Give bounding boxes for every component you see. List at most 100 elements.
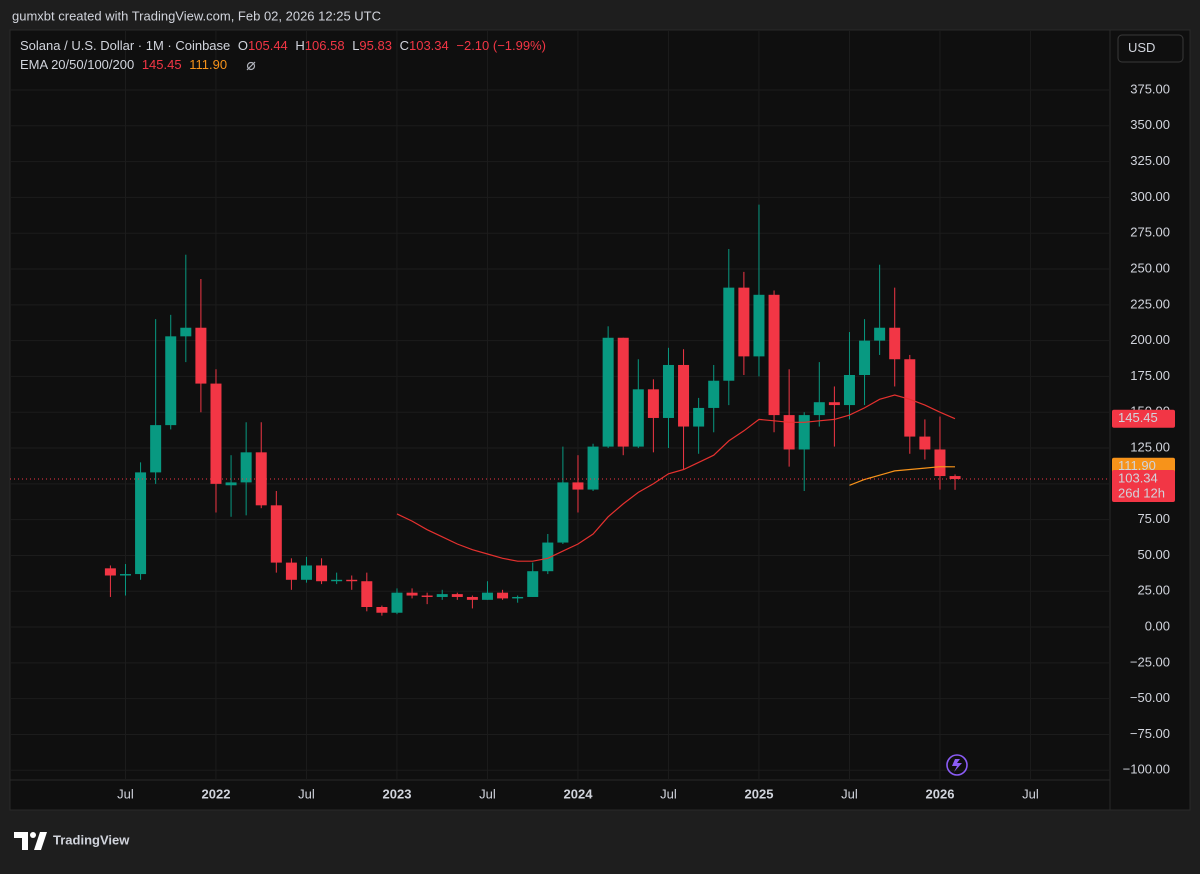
candle-body: [165, 336, 177, 426]
x-tick-label: 2025: [745, 786, 774, 801]
y-tick-label: −25.00: [1130, 654, 1170, 669]
candle-body: [240, 452, 252, 483]
ohlc-value: 105.44: [248, 38, 288, 53]
y-tick-label: 75.00: [1137, 511, 1170, 526]
candle-body: [828, 402, 840, 406]
x-tick-label: 2023: [383, 786, 412, 801]
candle-body: [527, 571, 539, 597]
icon-slash[interactable]: [246, 61, 256, 71]
candle-body: [255, 452, 267, 506]
change: −2.10 (−1.99%): [456, 38, 546, 53]
candle-body: [119, 574, 131, 576]
plot: 375.00 350.00 325.00 300.00 275.00 250.00 225.…: [10, 30, 1170, 801]
candle-body: [376, 607, 388, 613]
candle-body: [225, 482, 237, 486]
candle-body: [270, 505, 282, 563]
logo-mark: [14, 832, 28, 850]
currency-button[interactable]: [1117, 34, 1184, 63]
x-tick-label: Jul: [298, 786, 315, 801]
logo-dot: [30, 832, 36, 838]
visibility-icon[interactable]: [246, 61, 256, 71]
candle-body: [813, 402, 825, 416]
y-tick-label: −100.00: [1123, 762, 1170, 777]
candle-body: [904, 359, 916, 437]
candle-body: [300, 565, 312, 580]
y-tick-label: 125.00: [1130, 439, 1170, 454]
candle-body: [934, 449, 946, 477]
ema-line: [849, 466, 956, 486]
candle-body: [919, 436, 931, 450]
x-tick-label: Jul: [660, 786, 677, 801]
y-tick-label: −50.00: [1130, 690, 1170, 705]
candle-body: [451, 594, 463, 597]
y-tick-label: 0.00: [1145, 618, 1170, 633]
y-tick-label: 250.00: [1130, 260, 1170, 275]
y-tick-label: 325.00: [1130, 153, 1170, 168]
indicator-label: EMA 20/50/100/200: [20, 57, 134, 72]
x-tick-label: Jul: [1022, 786, 1039, 801]
x-tick-label: 2022: [202, 786, 231, 801]
candle-body: [768, 294, 780, 416]
candle-body: [572, 482, 584, 490]
candle-body: [798, 415, 810, 450]
price-label-box: [1112, 470, 1175, 503]
candle-body: [859, 340, 871, 375]
candle-body: [557, 482, 569, 543]
candle-body: [617, 337, 629, 447]
candle-body: [587, 446, 599, 490]
candle-body: [361, 581, 373, 608]
y-tick-label: −75.00: [1130, 726, 1170, 741]
candle-body: [662, 364, 674, 418]
icon-bolt[interactable]: [952, 759, 962, 772]
candle-body: [693, 407, 705, 427]
price-label: 103.34: [1118, 470, 1158, 485]
indicator-value: 145.45: [142, 57, 182, 72]
logo-text: TradingView: [53, 832, 130, 847]
y-tick-label: 175.00: [1130, 368, 1170, 383]
y-tick-label: 275.00: [1130, 225, 1170, 240]
ohlc-key: H: [295, 38, 304, 53]
currency-label[interactable]: USD: [1128, 40, 1155, 55]
candle-body: [647, 389, 659, 418]
candle-body: [316, 565, 328, 582]
candle-body: [481, 592, 493, 600]
indicator-line: EMA 20/50/100/200 145.45 111.90: [20, 57, 227, 72]
candle-body: [512, 596, 524, 599]
candle-body: [738, 287, 750, 357]
candle-body: [874, 327, 886, 341]
candle-body: [723, 287, 735, 381]
candle-body: [406, 592, 418, 596]
x-tick-label: 2026: [926, 786, 955, 801]
ohlc-key: O: [238, 38, 248, 53]
candle-body: [210, 383, 222, 484]
ohlc-value: 95.83: [359, 38, 392, 53]
y-tick-label: 200.00: [1130, 332, 1170, 347]
y-tick-label: 375.00: [1130, 81, 1170, 96]
candle-body: [285, 562, 297, 580]
symbol: Solana / U.S. Dollar · 1M · Coinbase: [20, 38, 230, 53]
icon-ring[interactable]: [946, 754, 968, 776]
ema-line: [396, 394, 956, 562]
x-tick-label: 2024: [564, 786, 594, 801]
ohlc-value: 103.34: [409, 38, 449, 53]
y-tick-label: 225.00: [1130, 296, 1170, 311]
candle-body: [150, 425, 162, 473]
assistant-icon[interactable]: [946, 754, 968, 776]
candle-body: [104, 568, 116, 576]
candle-body: [602, 337, 614, 447]
candle-body: [497, 592, 509, 599]
candle-body: [346, 579, 358, 582]
ohlc-key: C: [400, 38, 409, 53]
candle-body: [708, 380, 720, 408]
logo-slash: [34, 832, 47, 850]
y-tick-label: 25.00: [1137, 583, 1170, 598]
candle-body: [135, 472, 147, 575]
countdown-label: 26d 12h: [1118, 485, 1165, 500]
icon-circle[interactable]: [246, 61, 256, 71]
ohlc-value: 106.58: [305, 38, 345, 53]
candle-body: [331, 579, 343, 582]
candle-body: [466, 596, 478, 600]
candle-body: [542, 542, 554, 572]
candle-body: [783, 415, 795, 450]
